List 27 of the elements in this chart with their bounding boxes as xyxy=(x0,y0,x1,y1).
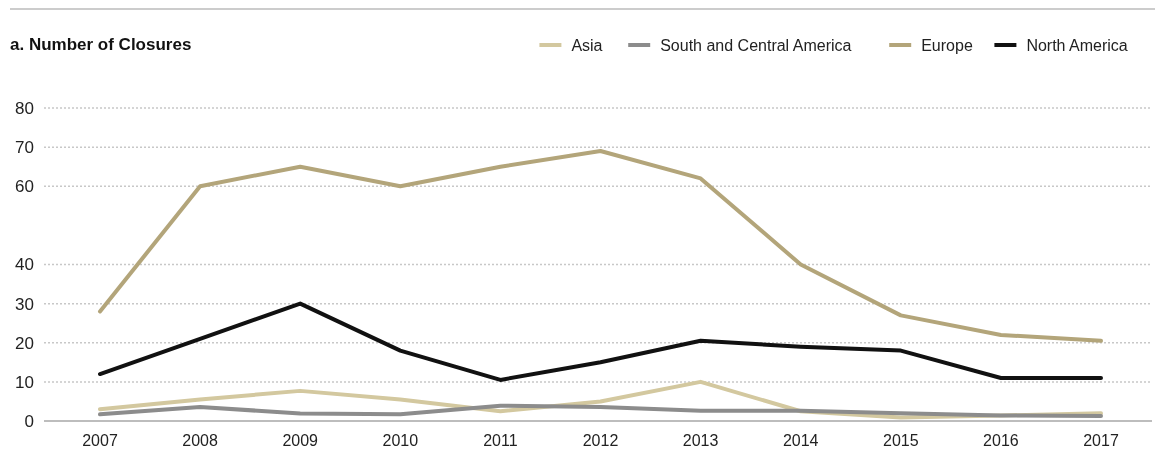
x-tick-label: 2011 xyxy=(483,432,518,449)
y-tick-label: 40 xyxy=(15,255,34,275)
chart-title: a. Number of Closures xyxy=(10,35,192,54)
y-tick-label: 10 xyxy=(15,372,34,392)
x-tick-label: 2010 xyxy=(382,432,419,449)
x-tick-label: 2017 xyxy=(1083,432,1119,449)
y-tick-label: 30 xyxy=(15,294,34,314)
x-tick-label: 2015 xyxy=(883,432,919,449)
y-tick-label: 60 xyxy=(15,177,34,197)
x-tick-label: 2012 xyxy=(582,432,619,449)
legend-label: Europe xyxy=(921,36,973,54)
y-tick-label: 20 xyxy=(15,333,34,353)
legend-label: North America xyxy=(1026,36,1128,54)
legend-label: South and Central America xyxy=(660,36,852,54)
x-tick-label: 2013 xyxy=(682,432,719,449)
x-tick-label: 2014 xyxy=(782,432,819,449)
line-series xyxy=(98,149,1103,343)
line-series xyxy=(98,403,1103,418)
x-tick-label: 2009 xyxy=(282,432,319,449)
legend-label: Asia xyxy=(571,36,603,54)
y-tick-label: 0 xyxy=(24,411,34,431)
y-tick-label: 70 xyxy=(15,138,34,158)
x-tick-label: 2007 xyxy=(82,432,118,449)
x-tick-label: 2016 xyxy=(983,432,1019,449)
line-series xyxy=(98,301,1103,382)
x-tick-label: 2008 xyxy=(182,432,218,449)
y-tick-label: 80 xyxy=(15,98,34,118)
